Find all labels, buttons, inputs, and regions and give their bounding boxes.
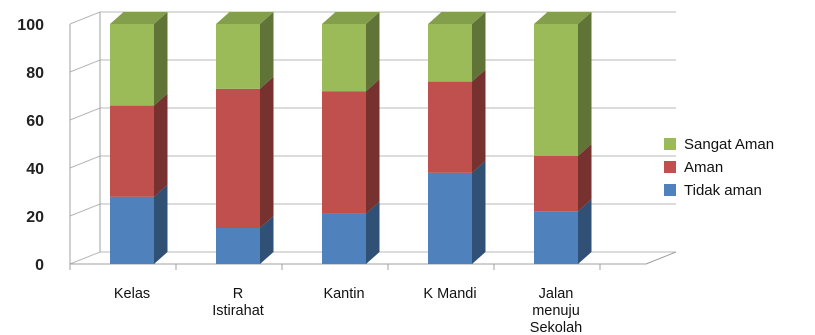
bar-side-sangat-aman: [260, 12, 274, 89]
x-category-label-line: Kelas: [114, 286, 150, 302]
bar-side-tidak-aman: [578, 199, 592, 264]
gridline-side: [69, 107, 101, 121]
bar-side-aman: [154, 93, 168, 197]
bar-side-sangat-aman: [578, 12, 592, 156]
gridline-side: [69, 11, 101, 25]
gridline-side: [69, 59, 101, 73]
bar-top-sangat-aman: [534, 12, 592, 24]
x-category-label-line: R: [233, 286, 243, 302]
legend-label: Tidak aman: [684, 182, 762, 199]
bar-tidak-aman: [216, 228, 260, 264]
bar-tidak-aman: [534, 211, 578, 264]
y-tick-label: 80: [26, 65, 44, 82]
bar-side-aman: [578, 144, 592, 212]
legend-swatch: [664, 184, 676, 196]
bar-sangat-aman: [322, 24, 366, 92]
bar-aman: [534, 156, 578, 212]
x-axis-category-labels: Kelas R Istirahat Kantin K Mandi Jalan menuju S…: [114, 286, 582, 335]
bar-top-sangat-aman: [322, 12, 380, 24]
bar-side-sangat-aman: [366, 12, 380, 92]
legend-swatch: [664, 138, 676, 150]
bar-aman: [110, 105, 154, 197]
legend-label: Sangat Aman: [684, 136, 774, 153]
bar-tidak-aman: [110, 196, 154, 264]
bar-top-sangat-aman: [110, 12, 168, 24]
bar-top-sangat-aman: [428, 12, 486, 24]
bar-side-tidak-aman: [154, 184, 168, 264]
bar-tidak-aman: [322, 213, 366, 264]
bar-sangat-aman: [534, 24, 578, 156]
bar-tidak-aman: [428, 172, 472, 264]
x-category-label: Kelas: [114, 286, 150, 302]
y-tick-label: 0: [35, 257, 44, 274]
bar-sangat-aman: [110, 24, 154, 106]
gridline-side: [69, 251, 101, 265]
x-category-label: Kantin: [323, 286, 364, 302]
y-tick-label: 60: [26, 113, 44, 130]
y-tick-label: 40: [26, 161, 44, 178]
y-tick-label: 20: [26, 209, 44, 226]
x-category-label: K Mandi: [423, 286, 476, 302]
y-axis-tick-labels: 0 20 40 60 80 100: [17, 17, 44, 274]
x-category-label-line: Sekolah: [530, 320, 582, 335]
bar-side-sangat-aman: [472, 12, 486, 82]
bar-aman: [322, 91, 366, 214]
bar-side-tidak-aman: [472, 160, 486, 264]
x-category-label-line: Kantin: [323, 286, 364, 302]
bar-sangat-aman: [216, 24, 260, 89]
floor-right-edge: [645, 251, 677, 265]
gridline-side: [69, 203, 101, 217]
bar-side-tidak-aman: [366, 201, 380, 264]
y-tick-label: 100: [17, 17, 44, 34]
bar-sangat-aman: [428, 24, 472, 82]
legend-swatch: [664, 161, 676, 173]
bars: [110, 12, 592, 264]
bar-side-tidak-aman: [260, 216, 274, 264]
legend: Sangat Aman Aman Tidak aman: [664, 136, 774, 199]
legend-label: Aman: [684, 159, 723, 176]
x-category-label: Jalan menuju Sekolah: [530, 286, 582, 335]
bar-aman: [216, 88, 260, 228]
bar-side-sangat-aman: [154, 12, 168, 106]
bar-side-aman: [472, 69, 486, 173]
bar-side-aman: [366, 79, 380, 214]
x-category-label: R Istirahat: [212, 286, 264, 319]
x-category-label-line: Istirahat: [212, 303, 264, 319]
x-category-label-line: menuju: [532, 303, 580, 319]
x-category-label-line: K Mandi: [423, 286, 476, 302]
x-category-label-line: Jalan: [539, 286, 574, 302]
bar-aman: [428, 81, 472, 173]
bar-top-sangat-aman: [216, 12, 274, 24]
gridline-side: [69, 155, 101, 169]
bar-side-aman: [260, 76, 274, 228]
